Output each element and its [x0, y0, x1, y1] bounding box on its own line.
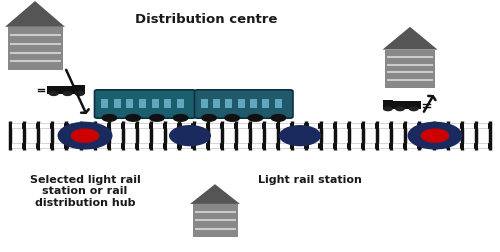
- Circle shape: [383, 107, 393, 112]
- FancyBboxPatch shape: [194, 90, 293, 119]
- Circle shape: [102, 114, 117, 122]
- Bar: [47, 87, 74, 94]
- Polygon shape: [382, 28, 438, 50]
- Bar: [101, 100, 108, 108]
- Bar: [393, 102, 420, 109]
- Circle shape: [49, 92, 58, 97]
- Bar: [201, 100, 208, 108]
- Bar: [8, 28, 62, 71]
- Bar: [213, 100, 220, 108]
- Circle shape: [125, 114, 141, 122]
- FancyBboxPatch shape: [94, 90, 196, 119]
- Bar: [152, 100, 158, 108]
- Bar: [192, 204, 238, 237]
- Circle shape: [201, 114, 217, 122]
- Circle shape: [270, 114, 286, 122]
- Bar: [275, 100, 282, 108]
- Circle shape: [70, 129, 100, 143]
- Polygon shape: [5, 2, 65, 28]
- Bar: [126, 100, 134, 108]
- Bar: [74, 86, 85, 95]
- Circle shape: [169, 125, 211, 147]
- Circle shape: [62, 92, 72, 97]
- Circle shape: [58, 122, 112, 150]
- Circle shape: [279, 125, 321, 147]
- Circle shape: [224, 114, 240, 122]
- Circle shape: [248, 114, 264, 122]
- Bar: [114, 100, 120, 108]
- Bar: [139, 100, 146, 108]
- Bar: [177, 100, 184, 108]
- Bar: [238, 100, 245, 108]
- Circle shape: [74, 92, 85, 97]
- Bar: [164, 100, 172, 108]
- Bar: [382, 101, 393, 110]
- Polygon shape: [190, 184, 240, 204]
- Text: Selected light rail
station or rail
distribution hub: Selected light rail station or rail dist…: [30, 174, 140, 207]
- Circle shape: [172, 114, 188, 122]
- Circle shape: [420, 129, 450, 143]
- Bar: [385, 50, 435, 88]
- Circle shape: [395, 107, 405, 112]
- Bar: [226, 100, 232, 108]
- Circle shape: [409, 107, 418, 112]
- Circle shape: [408, 122, 463, 150]
- Text: Light rail station: Light rail station: [258, 174, 362, 184]
- Circle shape: [149, 114, 165, 122]
- Text: Distribution centre: Distribution centre: [135, 13, 278, 25]
- Bar: [250, 100, 257, 108]
- Bar: [262, 100, 270, 108]
